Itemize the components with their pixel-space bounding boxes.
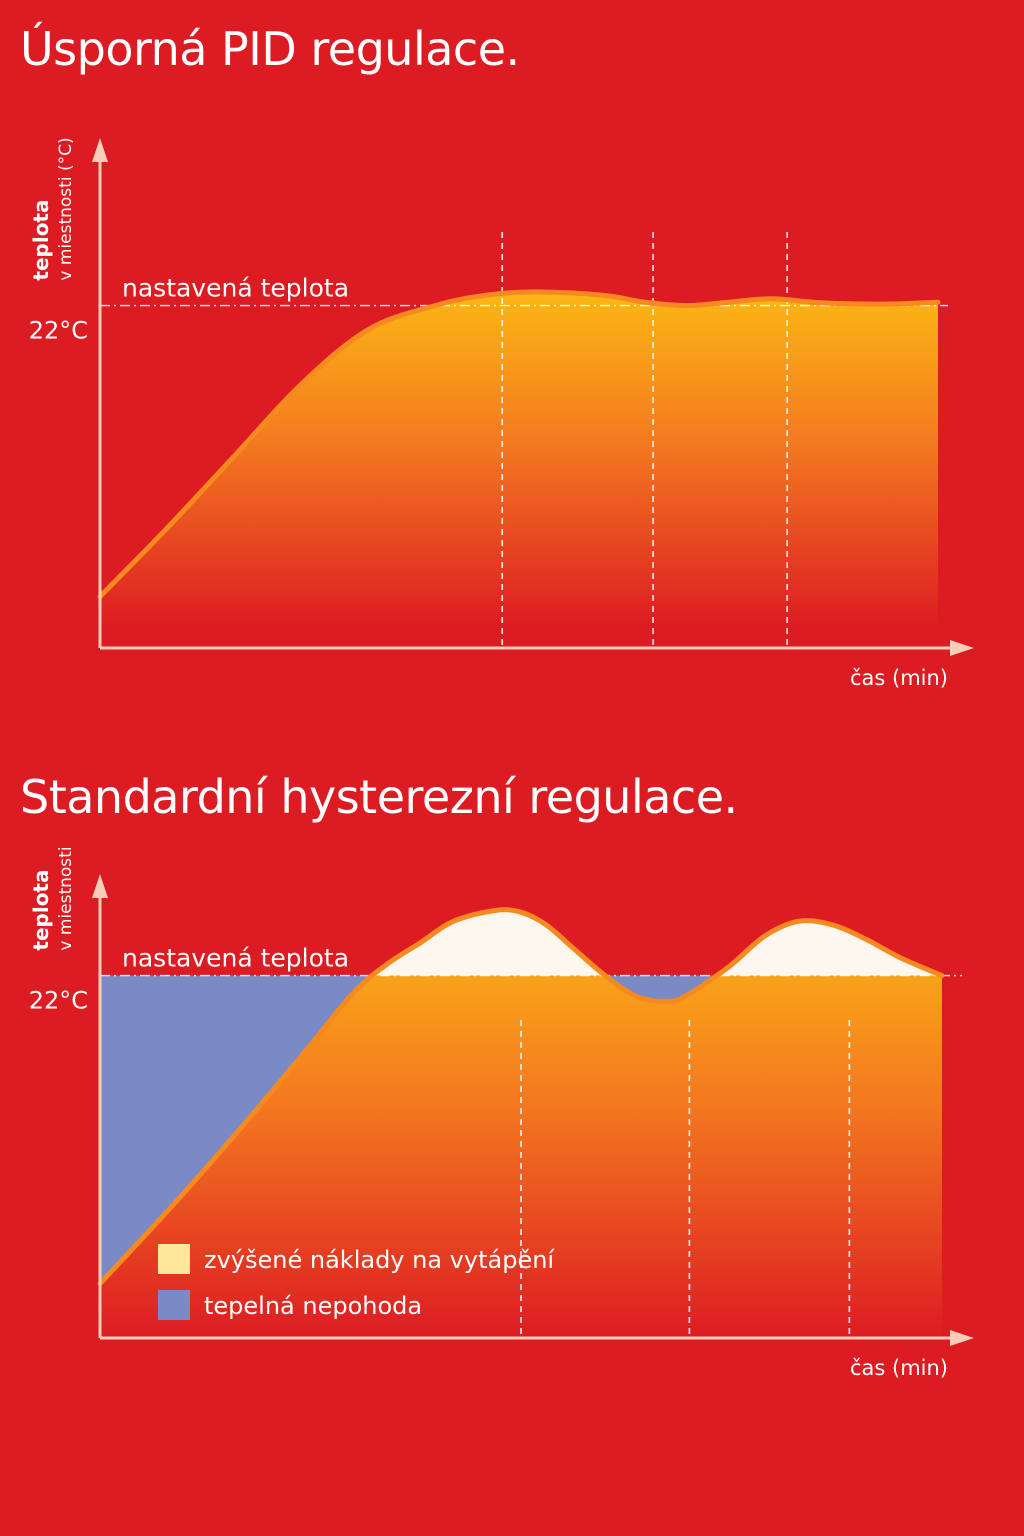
x-axis-arrow — [950, 640, 974, 656]
y-axis-label-line2: v miestnosti (°C) — [56, 137, 76, 280]
y-tick-label: 22°C — [29, 987, 88, 1015]
x-axis-label: čas (min) — [850, 1356, 948, 1380]
y-axis-label-line1: teplota — [29, 200, 53, 281]
legend-label-1: zvýšené náklady na vytápění — [204, 1246, 555, 1274]
chart-title-hysteresis: Standardní hysterezní regulace. — [20, 770, 738, 824]
pid-chart: nastavená teplota 22°C čas (min) teplota v m… — [29, 137, 974, 690]
hysteresis-chart: nastavená teplota 22°C čas (min) teplota v m… — [29, 840, 974, 1380]
temperature-line — [97, 289, 941, 600]
chart-title-pid: Úsporná PID regulace. — [20, 22, 520, 76]
y-axis-label: teplota v miestnosti (°C) — [29, 840, 76, 951]
y-tick-label: 22°C — [29, 317, 88, 345]
y-axis-arrow — [92, 874, 108, 898]
legend-label-2: tepelná nepohoda — [204, 1292, 422, 1320]
x-axis-arrow — [950, 1330, 974, 1346]
y-axis-label-line1: teplota — [29, 870, 53, 951]
y-axis-label-line2: v miestnosti (°C) — [56, 840, 76, 951]
y-axis-label: teplota v miestnosti (°C) — [29, 137, 76, 280]
setpoint-label: nastavená teplota — [122, 274, 349, 303]
y-axis-arrow — [92, 138, 108, 162]
overshoot-area — [100, 909, 942, 976]
x-axis-label: čas (min) — [850, 666, 948, 690]
legend-swatch-2 — [158, 1290, 190, 1320]
setpoint-label: nastavená teplota — [122, 944, 349, 973]
area-fill — [100, 291, 938, 628]
legend-swatch-1 — [158, 1244, 190, 1274]
temperature-line — [97, 907, 945, 1287]
undershoot-area — [100, 975, 717, 1284]
